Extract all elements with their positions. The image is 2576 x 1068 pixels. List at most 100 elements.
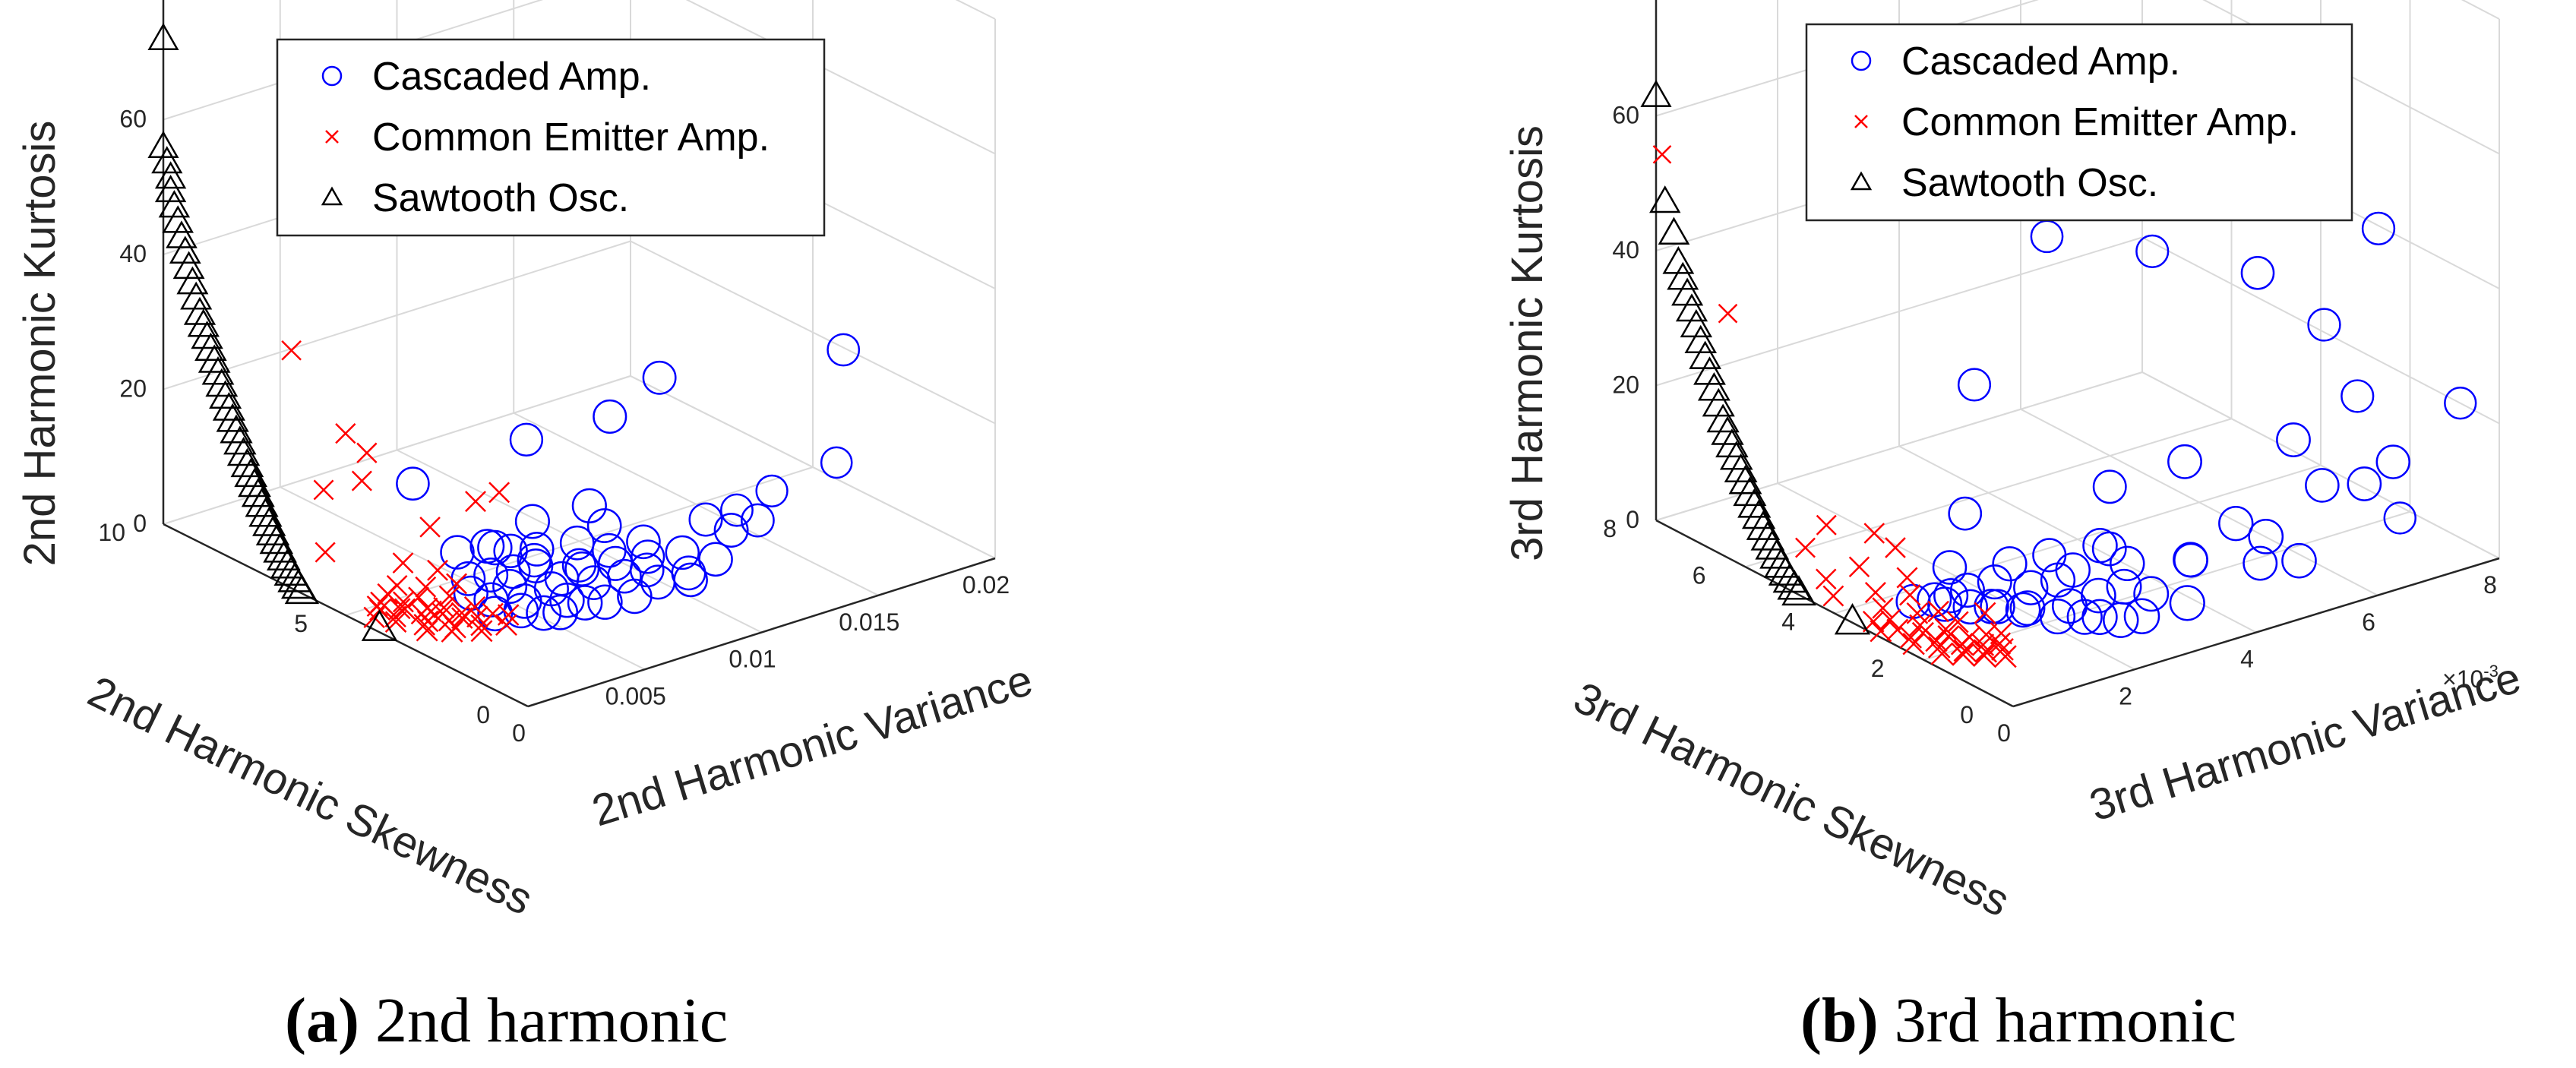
legend: Cascaded Amp. Common Emitter Amp. Sawtooth… (1805, 23, 2353, 222)
data-point-circle (2173, 542, 2208, 578)
y-tick-label: 5 (294, 610, 308, 637)
x-tick-label: 6 (2362, 608, 2375, 636)
data-point-triangle (166, 220, 198, 248)
z-tick-label: 20 (119, 375, 147, 403)
data-point-triangle (223, 425, 257, 455)
data-point-circle (720, 493, 754, 527)
y-axis-line (163, 523, 529, 708)
z-tick-label: 60 (119, 106, 147, 133)
series-circle (396, 333, 861, 632)
data-point-x (427, 559, 449, 581)
data-point-triangle (209, 380, 242, 409)
data-point-circle (1948, 496, 1983, 531)
data-point-circle (1933, 578, 1969, 614)
x-exponent-power: -3 (2483, 662, 2499, 681)
legend-marker-x (1854, 115, 1868, 128)
data-point-circle (2347, 466, 2382, 501)
data-point-circle (477, 596, 514, 632)
data-point-circle (542, 594, 579, 630)
grid-line (163, 375, 631, 525)
data-point-circle (626, 524, 661, 560)
data-point-circle (2081, 577, 2116, 614)
series-x (1652, 144, 2017, 668)
data-point-x (420, 600, 442, 622)
data-point-x (1899, 626, 1922, 649)
data-point-x (1899, 584, 1921, 606)
legend-entry-label: Common Emitter Amp. (1901, 100, 2299, 144)
y-tick-label: 10 (98, 519, 125, 546)
z-axis-label: 3rd Harmonic Kurtosis (1503, 125, 1552, 561)
data-point-triangle (201, 356, 235, 385)
data-point-circle (827, 333, 861, 367)
data-point-circle (396, 466, 430, 501)
grid-line (2141, 236, 2500, 425)
data-point-circle (1957, 368, 1992, 402)
x-tick-label: 0 (512, 719, 526, 747)
series-x (281, 340, 520, 643)
data-point-circle (2066, 599, 2103, 635)
legend: Cascaded Amp. Common Emitter Amp. Sawtooth… (276, 38, 826, 237)
data-point-circle (519, 532, 555, 567)
data-point-x (1902, 632, 1925, 656)
data-point-circle (2167, 444, 2202, 479)
data-point-triangle (255, 516, 290, 545)
data-point-x (356, 442, 378, 463)
z-tick-label: 0 (133, 510, 147, 537)
z-tick-label: 40 (119, 240, 147, 267)
data-point-triangle (1746, 510, 1781, 540)
data-point-circle (469, 529, 505, 564)
data-point-x (441, 620, 463, 643)
data-point-circle (567, 585, 603, 621)
data-point-circle (2341, 379, 2375, 413)
legend-marker-x (325, 130, 339, 144)
data-point-x (1815, 568, 1837, 590)
y-tick-label: 8 (1603, 515, 1617, 542)
axes (162, 0, 996, 708)
data-point-x (1848, 556, 1870, 577)
series-triangle (1640, 79, 1871, 635)
data-point-circle (2091, 531, 2127, 567)
data-point-x (1652, 144, 1672, 164)
data-point-triangle (1684, 324, 1718, 353)
data-point-triangle (1741, 499, 1776, 529)
legend-box (1805, 23, 2353, 222)
data-point-circle (2032, 538, 2067, 573)
panel-b: 02468024680204060803rd Harmonic Variance… (1503, 0, 2526, 926)
data-point-circle (1977, 564, 2012, 600)
z-tick-label: 20 (1612, 371, 1639, 399)
data-point-circle (2218, 506, 2254, 542)
legend-marker-circle (321, 65, 343, 87)
data-point-x (1927, 636, 1951, 659)
data-point-circle (473, 558, 509, 592)
data-point-triangle (252, 506, 286, 536)
caption-b-text: 3rd harmonic (1878, 985, 2236, 1056)
axes (1655, 0, 2500, 708)
data-point-x (470, 614, 493, 637)
data-point-x (1718, 303, 1738, 324)
data-point-x (1950, 632, 1974, 656)
data-point-circle (2005, 592, 2041, 628)
data-point-circle (2055, 552, 2091, 588)
data-point-circle (631, 539, 665, 574)
grid-line (163, 240, 631, 390)
data-point-circle (2135, 234, 2170, 268)
data-point-triangle (1658, 216, 1690, 245)
data-point-circle (2276, 422, 2311, 457)
grid-line (345, 466, 814, 616)
data-point-x (497, 604, 520, 626)
data-point-triangle (1763, 548, 1799, 578)
data-point-x (314, 542, 336, 563)
data-point-triangle (220, 414, 253, 444)
data-point-circle (2092, 469, 2127, 504)
data-point-x (394, 598, 416, 620)
grid-line (1745, 418, 2232, 568)
data-point-circle (2030, 220, 2064, 254)
data-point-triangle (1834, 602, 1871, 635)
data-point-circle (2307, 308, 2341, 342)
z-axis-label: 2nd Harmonic Kurtosis (15, 121, 65, 567)
data-point-circle (586, 508, 622, 543)
data-point-circle (1992, 546, 2028, 582)
data-point-triangle (1719, 441, 1753, 470)
data-point-x (495, 614, 517, 637)
data-point-triangle (248, 497, 283, 527)
